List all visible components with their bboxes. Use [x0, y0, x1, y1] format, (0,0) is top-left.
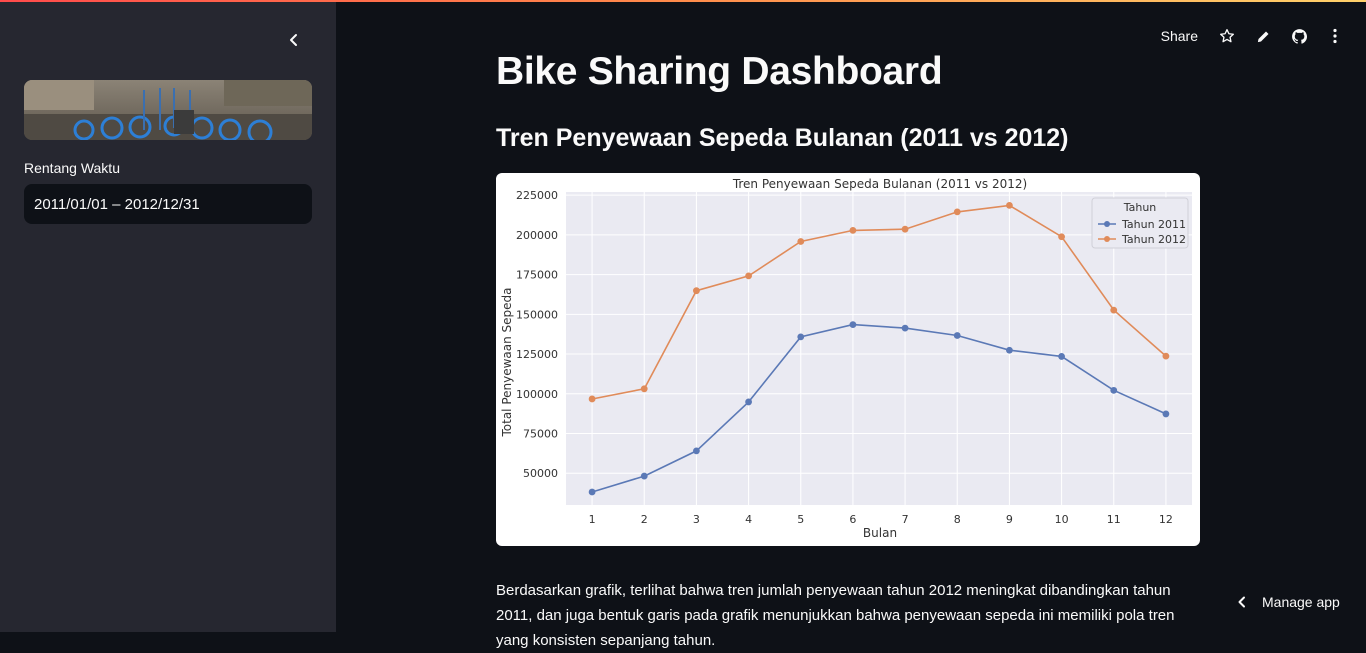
- y-tick-label: 225000: [516, 189, 558, 202]
- top-accent-bar: [0, 0, 1366, 2]
- legend-box: [1091, 197, 1189, 249]
- data-point: [745, 272, 752, 280]
- data-point: [849, 321, 857, 329]
- x-tick-label: 10: [1055, 513, 1069, 526]
- sidebar: Rentang Waktu 2011/01/01 – 2012/12/31: [0, 2, 336, 632]
- page-title: Bike Sharing Dashboard: [496, 50, 943, 93]
- star-icon[interactable]: [1218, 27, 1236, 45]
- y-tick-label: 50000: [523, 467, 558, 480]
- data-point: [588, 488, 596, 496]
- y-tick-label: 200000: [516, 229, 558, 242]
- data-point: [797, 333, 805, 341]
- section-subheader: Tren Penyewaan Sepeda Bulanan (2011 vs 2…: [496, 124, 1069, 152]
- x-tick-label: 12: [1159, 513, 1173, 526]
- chevron-left-icon: [1238, 596, 1245, 608]
- data-point: [1162, 410, 1170, 418]
- legend-swatch-marker: [1104, 236, 1110, 242]
- manage-app-label: Manage app: [1262, 594, 1340, 610]
- chart-description: Berdasarkan grafik, terlihat bahwa tren …: [496, 582, 1175, 649]
- line-chart-svg: 50000 75000 100000 125000 150000 175000 200000…: [500, 177, 1192, 540]
- y-axis-label: Total Penyewaan Sepeda: [500, 287, 514, 437]
- y-tick-label: 150000: [516, 308, 558, 321]
- x-tick-label: 1: [589, 513, 596, 526]
- data-point: [1110, 386, 1118, 394]
- data-point: [1058, 233, 1065, 241]
- y-tick-label: 175000: [516, 269, 558, 282]
- data-point: [588, 395, 596, 403]
- share-button[interactable]: Share: [1160, 28, 1198, 44]
- data-point: [1110, 306, 1118, 314]
- data-point: [1006, 346, 1013, 354]
- chart-title: Tren Penyewaan Sepeda Bulanan (2011 vs 2…: [732, 177, 1027, 191]
- chevron-left-icon: [290, 34, 297, 46]
- legend-title: Tahun: [1123, 201, 1157, 214]
- data-point: [797, 238, 805, 245]
- data-point: [693, 287, 700, 295]
- data-point: [745, 398, 752, 406]
- x-tick-label: 2: [641, 513, 648, 526]
- series-line-1: [591, 323, 1167, 493]
- series-line-2: [591, 204, 1167, 400]
- edit-pencil-icon[interactable]: [1254, 27, 1272, 45]
- legend-entry: Tahun 2011: [1121, 218, 1186, 231]
- monthly-rental-chart: 50000 75000 100000 125000 150000 175000 200000…: [496, 173, 1200, 546]
- data-point: [953, 208, 961, 216]
- chart-legend: Tahun Tahun 2011 Tahun 2012: [1091, 197, 1189, 249]
- data-point: [1162, 352, 1170, 360]
- y-tick-label: 100000: [516, 388, 558, 401]
- data-point: [901, 225, 909, 233]
- bike-station-image: [24, 80, 312, 140]
- x-tick-label: 6: [849, 513, 856, 526]
- date-range-label: Rentang Waktu: [24, 160, 120, 176]
- app-toolbar: Share: [1161, 24, 1344, 48]
- manage-app-button[interactable]: Manage app: [1236, 594, 1340, 610]
- data-point: [953, 332, 961, 339]
- data-point: [640, 385, 648, 393]
- data-point: [1058, 353, 1065, 360]
- legend-swatch-marker: [1104, 221, 1110, 227]
- date-range-input[interactable]: 2011/01/01 – 2012/12/31: [24, 184, 312, 224]
- x-tick-label: 4: [745, 513, 752, 526]
- data-point: [901, 324, 909, 332]
- collapse-sidebar-button[interactable]: [282, 28, 306, 52]
- data-point: [1006, 201, 1013, 209]
- legend-entry: Tahun 2012: [1121, 233, 1186, 246]
- x-tick-label: 7: [902, 513, 909, 526]
- x-tick-label: 8: [954, 513, 961, 526]
- y-tick-label: 75000: [523, 428, 558, 441]
- github-icon[interactable]: [1290, 27, 1308, 45]
- plot-area: [566, 192, 1192, 505]
- y-tick-label: 125000: [516, 348, 558, 361]
- x-tick-label: 5: [797, 513, 804, 526]
- data-point: [849, 227, 857, 234]
- more-options-icon[interactable]: [1326, 27, 1344, 45]
- x-axis-label: Bulan: [863, 526, 897, 540]
- data-point: [640, 472, 648, 480]
- x-tick-label: 3: [693, 513, 700, 526]
- x-tick-label: 9: [1006, 513, 1013, 526]
- x-tick-label: 11: [1107, 513, 1121, 526]
- data-point: [693, 447, 700, 455]
